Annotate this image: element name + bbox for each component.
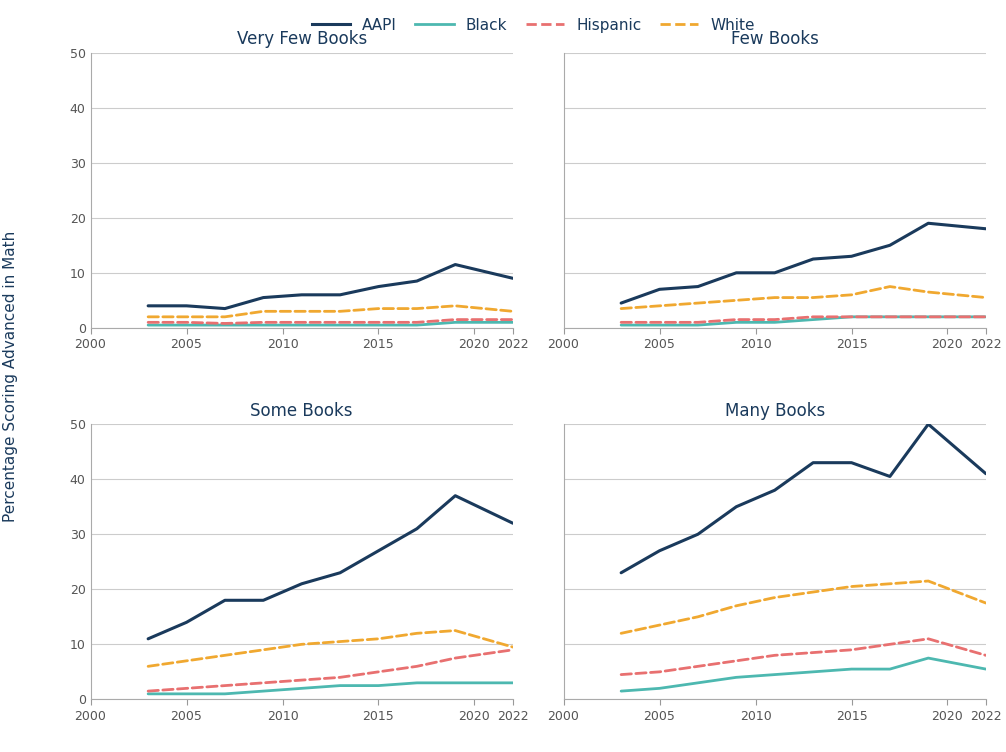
Legend: AAPI, Black, Hispanic, White: AAPI, Black, Hispanic, White <box>306 11 761 38</box>
Title: Few Books: Few Books <box>730 30 819 48</box>
Text: Percentage Scoring Advanced in Math: Percentage Scoring Advanced in Math <box>3 230 17 522</box>
Title: Some Books: Some Books <box>250 402 353 420</box>
Title: Very Few Books: Very Few Books <box>236 30 367 48</box>
Title: Many Books: Many Books <box>724 402 825 420</box>
